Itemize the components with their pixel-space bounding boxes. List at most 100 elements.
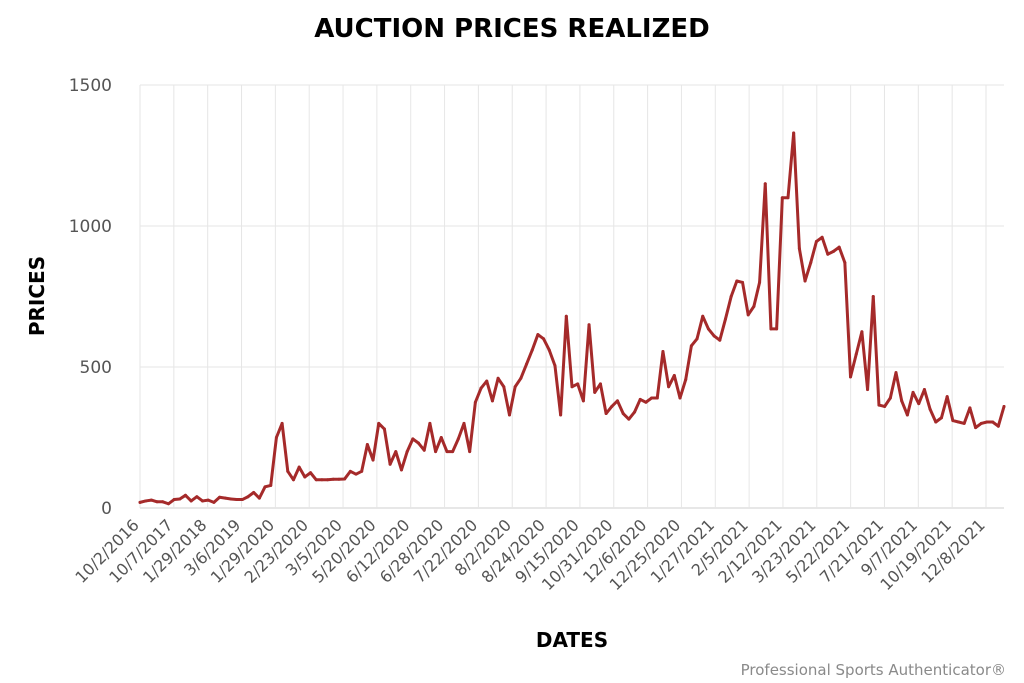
data-point <box>627 417 631 421</box>
data-point <box>752 304 756 308</box>
data-point <box>615 399 619 403</box>
data-point <box>394 450 398 454</box>
data-point <box>371 458 375 462</box>
data-point <box>320 478 324 482</box>
data-point <box>496 376 500 380</box>
data-point <box>354 472 358 476</box>
data-point <box>434 450 438 454</box>
data-point <box>564 314 568 318</box>
data-point <box>445 450 449 454</box>
price-series-line <box>138 131 1006 506</box>
data-point <box>417 441 421 445</box>
data-point <box>814 240 818 244</box>
data-point <box>229 497 233 501</box>
data-point <box>667 385 671 389</box>
data-point <box>831 249 835 253</box>
data-point <box>274 436 278 439</box>
data-point <box>468 450 472 454</box>
data-point <box>422 448 426 452</box>
chart-title: AUCTION PRICES REALIZED <box>314 14 710 44</box>
data-point <box>945 395 949 399</box>
y-tick-label: 1000 <box>69 217 112 237</box>
data-point <box>235 498 239 502</box>
data-point <box>309 471 313 475</box>
data-point <box>507 413 511 417</box>
data-point <box>928 407 932 411</box>
data-point <box>303 475 307 479</box>
data-point <box>314 478 318 482</box>
data-point <box>866 388 870 392</box>
data-point <box>797 247 801 251</box>
data-point <box>553 364 557 368</box>
data-point <box>803 279 807 283</box>
data-point <box>382 427 386 431</box>
data-point <box>337 477 341 481</box>
data-point <box>718 338 722 342</box>
data-point <box>559 413 563 417</box>
data-point <box>161 500 165 504</box>
data-point <box>388 462 392 466</box>
data-point <box>968 406 972 410</box>
data-point <box>144 499 148 503</box>
data-point <box>286 469 290 473</box>
data-point <box>911 390 915 394</box>
data-point <box>326 478 330 482</box>
data-point <box>849 375 853 379</box>
y-tick-label: 1500 <box>69 76 112 96</box>
data-point <box>672 373 676 377</box>
data-point <box>962 421 966 425</box>
data-point <box>428 421 432 425</box>
data-point <box>547 348 551 352</box>
data-point <box>246 495 250 499</box>
data-point <box>701 314 705 318</box>
data-point <box>695 337 699 341</box>
data-point <box>638 397 642 401</box>
data-point <box>252 490 256 494</box>
data-point <box>587 323 591 327</box>
data-point <box>399 468 403 472</box>
data-point <box>462 421 466 425</box>
data-point <box>741 280 745 284</box>
x-axis-title: DATES <box>536 628 608 652</box>
data-point <box>201 499 205 503</box>
data-point <box>877 403 881 407</box>
data-point <box>854 352 858 356</box>
data-point <box>513 385 517 389</box>
data-point <box>240 498 244 502</box>
data-point <box>343 477 347 481</box>
data-point <box>405 450 409 454</box>
price-series-points <box>138 131 1006 506</box>
data-point <box>900 399 904 403</box>
data-point <box>149 498 153 502</box>
data-point <box>473 400 477 404</box>
data-point <box>661 349 665 353</box>
data-point <box>331 477 335 481</box>
data-point <box>451 450 455 454</box>
y-axis-title: PRICES <box>25 256 49 336</box>
data-point <box>706 327 710 331</box>
data-point <box>922 388 926 392</box>
data-point <box>934 420 938 424</box>
data-point <box>888 396 892 400</box>
data-point <box>604 412 608 416</box>
data-point <box>581 399 585 403</box>
data-point <box>655 396 659 400</box>
data-point <box>729 295 733 298</box>
data-point <box>650 396 654 400</box>
data-point <box>843 261 847 265</box>
data-point <box>758 280 762 284</box>
data-point <box>178 497 182 501</box>
data-point <box>837 245 841 249</box>
data-point <box>360 469 364 473</box>
data-point <box>684 378 688 382</box>
grid-lines <box>139 84 1004 509</box>
data-point <box>979 421 983 425</box>
data-point <box>894 371 898 375</box>
data-point <box>155 500 159 504</box>
data-point <box>269 483 273 487</box>
data-point <box>883 404 887 408</box>
data-point <box>348 469 352 473</box>
data-point <box>996 424 1000 428</box>
data-point <box>490 399 494 403</box>
